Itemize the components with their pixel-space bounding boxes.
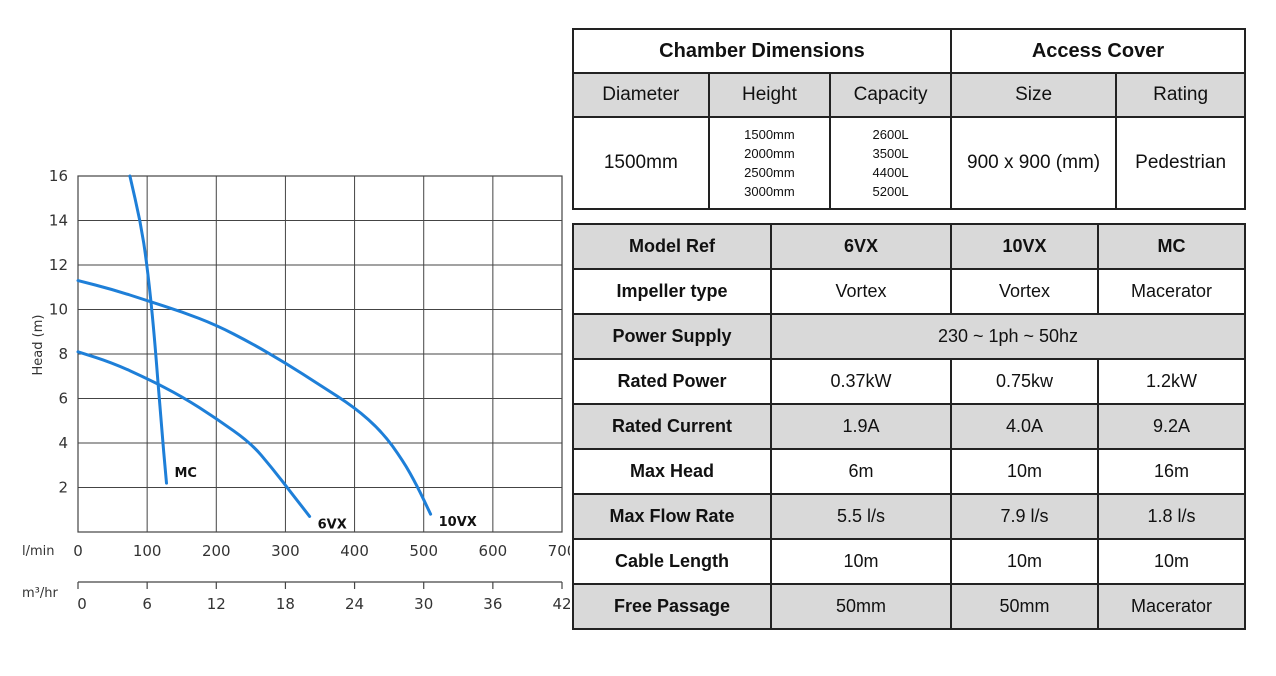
chamber-dimensions-table: Chamber Dimensions Access Cover Diameter… — [572, 28, 1247, 210]
y-tick-label: 6 — [58, 390, 68, 408]
x2-tick-label: 18 — [276, 595, 295, 613]
x-axis-ticks: 0 100 200 300 400 500 600 700 — [73, 542, 570, 560]
height-value: 2500mm — [744, 165, 795, 180]
model-mc: MC — [1097, 223, 1246, 270]
capacity-value: 5200L — [872, 184, 909, 199]
capacity-value: 4400L — [872, 165, 909, 180]
max-flow-rate-label: Max Flow Rate — [572, 493, 772, 540]
cable-length-label: Cable Length — [572, 538, 772, 585]
cover-size-value: 900 x 900 (mm) — [949, 116, 1118, 210]
model-10vx: 10VX — [950, 223, 1099, 270]
curve-mc — [128, 174, 168, 485]
x-tick-label: 500 — [409, 542, 438, 560]
x2-tick-label: 24 — [345, 595, 364, 613]
y-axis-ticks: 2 4 6 8 10 12 14 16 — [49, 167, 68, 497]
x-tick-label: 0 — [73, 542, 83, 560]
pump-spec-table: Model Ref 6VX 10VX MC Impeller type Vort… — [572, 223, 1246, 630]
x-axis-unit-label: l/min — [22, 544, 55, 559]
free-passage-6vx: 50mm — [770, 583, 952, 630]
max-head-6vx: 6m — [770, 448, 952, 495]
rated-power-6vx: 0.37kW — [770, 358, 952, 405]
y-tick-label: 4 — [58, 434, 68, 452]
x2-axis-unit-label: m³/hr — [22, 586, 58, 601]
y-tick-label: 14 — [49, 212, 68, 230]
x-tick-label: 100 — [133, 542, 162, 560]
max-head-mc: 16m — [1097, 448, 1246, 495]
max-flow-mc: 1.8 l/s — [1097, 493, 1246, 540]
max-flow-6vx: 5.5 l/s — [770, 493, 952, 540]
height-value: 2000mm — [744, 146, 795, 161]
x-tick-label: 400 — [340, 542, 369, 560]
y-axis-label: Head (m) — [31, 315, 46, 376]
rated-power-label: Rated Power — [572, 358, 772, 405]
height-values: 1500mm 2000mm 2500mm 3000mm — [707, 116, 832, 210]
curve-6vx — [76, 350, 312, 518]
y-tick-label: 8 — [58, 345, 68, 363]
max-head-10vx: 10m — [950, 448, 1099, 495]
series-label-mc: MC — [175, 466, 197, 481]
rated-current-label: Rated Current — [572, 403, 772, 450]
x2-tick-label: 42 — [552, 595, 570, 613]
cable-length-mc: 10m — [1097, 538, 1246, 585]
series-label-10vx: 10VX — [439, 515, 477, 530]
max-flow-10vx: 7.9 l/s — [950, 493, 1099, 540]
diameter-header: Diameter — [572, 72, 710, 118]
secondary-x-axis: 0 6 12 18 24 30 36 42 — [77, 581, 570, 613]
rated-current-mc: 9.2A — [1097, 403, 1246, 450]
max-head-label: Max Head — [572, 448, 772, 495]
impeller-mc: Macerator — [1097, 268, 1246, 315]
x2-tick-label: 30 — [414, 595, 433, 613]
capacity-header: Capacity — [829, 72, 952, 118]
height-value: 1500mm — [744, 127, 795, 142]
impeller-6vx: Vortex — [770, 268, 952, 315]
height-header: Height — [707, 72, 832, 118]
x-tick-label: 700 — [548, 542, 570, 560]
impeller-type-label: Impeller type — [572, 268, 772, 315]
rating-header: Rating — [1115, 72, 1246, 118]
chamber-dimensions-heading: Chamber Dimensions — [572, 28, 952, 74]
x-tick-label: 200 — [202, 542, 231, 560]
height-value: 3000mm — [744, 184, 795, 199]
series-label-6vx: 6VX — [318, 517, 347, 532]
y-tick-label: 2 — [58, 479, 68, 497]
x2-tick-label: 6 — [142, 595, 152, 613]
y-tick-label: 16 — [49, 167, 68, 185]
chart-series: MC 6VX 10VX — [76, 174, 477, 532]
rated-current-6vx: 1.9A — [770, 403, 952, 450]
cover-rating-value: Pedestrian — [1115, 116, 1246, 210]
x2-tick-label: 0 — [77, 595, 87, 613]
capacity-value: 3500L — [872, 146, 909, 161]
power-supply-label: Power Supply — [572, 313, 772, 360]
access-cover-heading: Access Cover — [949, 28, 1247, 74]
cable-length-6vx: 10m — [770, 538, 952, 585]
x2-tick-label: 12 — [207, 595, 226, 613]
free-passage-mc: Macerator — [1097, 583, 1246, 630]
chart-grid — [77, 175, 563, 533]
y-tick-label: 12 — [49, 256, 68, 274]
power-supply-value: 230 ~ 1ph ~ 50hz — [770, 313, 1246, 360]
diameter-value: 1500mm — [572, 116, 710, 210]
capacity-value: 2600L — [872, 127, 909, 142]
free-passage-10vx: 50mm — [950, 583, 1099, 630]
cable-length-10vx: 10m — [950, 538, 1099, 585]
curve-10vx — [76, 279, 433, 516]
x2-tick-label: 36 — [483, 595, 502, 613]
capacity-values: 2600L 3500L 4400L 5200L — [829, 116, 952, 210]
x-tick-label: 300 — [271, 542, 300, 560]
rated-power-mc: 1.2kW — [1097, 358, 1246, 405]
free-passage-label: Free Passage — [572, 583, 772, 630]
model-ref-label: Model Ref — [572, 223, 772, 270]
impeller-10vx: Vortex — [950, 268, 1099, 315]
y-tick-label: 10 — [49, 301, 68, 319]
rated-power-10vx: 0.75kw — [950, 358, 1099, 405]
model-6vx: 6VX — [770, 223, 952, 270]
size-header: Size — [949, 72, 1118, 118]
rated-current-10vx: 4.0A — [950, 403, 1099, 450]
x-tick-label: 600 — [479, 542, 508, 560]
